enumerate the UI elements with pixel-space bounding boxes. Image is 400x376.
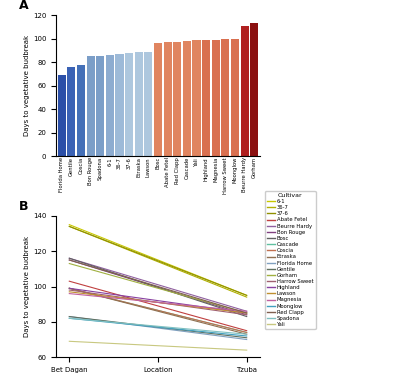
Text: A: A	[19, 0, 29, 12]
Bar	[240, 26, 249, 156]
Bar	[106, 55, 114, 156]
Bar	[116, 54, 124, 156]
Bar	[135, 52, 143, 156]
Y-axis label: Days to vegetative budbreak: Days to vegetative budbreak	[24, 35, 30, 136]
Bar	[144, 52, 152, 156]
Bar	[96, 56, 104, 156]
Bar	[86, 56, 95, 156]
Bar	[212, 40, 220, 156]
Y-axis label: Days to vegetative budbreak: Days to vegetative budbreak	[24, 236, 30, 337]
Bar	[67, 67, 76, 156]
Bar	[202, 40, 210, 156]
Bar	[125, 53, 133, 156]
Bar	[221, 39, 230, 156]
Bar	[154, 43, 162, 156]
Bar	[173, 42, 181, 156]
Text: B: B	[19, 200, 29, 213]
Legend: 6-1, 36-7, 37-6, Abate Fetel, Beurre Hardy, Bon Rouge, Bosc, Cascade, Coscia, Et: 6-1, 36-7, 37-6, Abate Fetel, Beurre Har…	[265, 191, 316, 329]
Bar	[77, 65, 85, 156]
Bar	[192, 40, 200, 156]
Bar	[58, 75, 66, 156]
Bar	[231, 39, 239, 156]
Bar	[183, 41, 191, 156]
Bar	[250, 23, 258, 156]
Bar	[164, 42, 172, 156]
